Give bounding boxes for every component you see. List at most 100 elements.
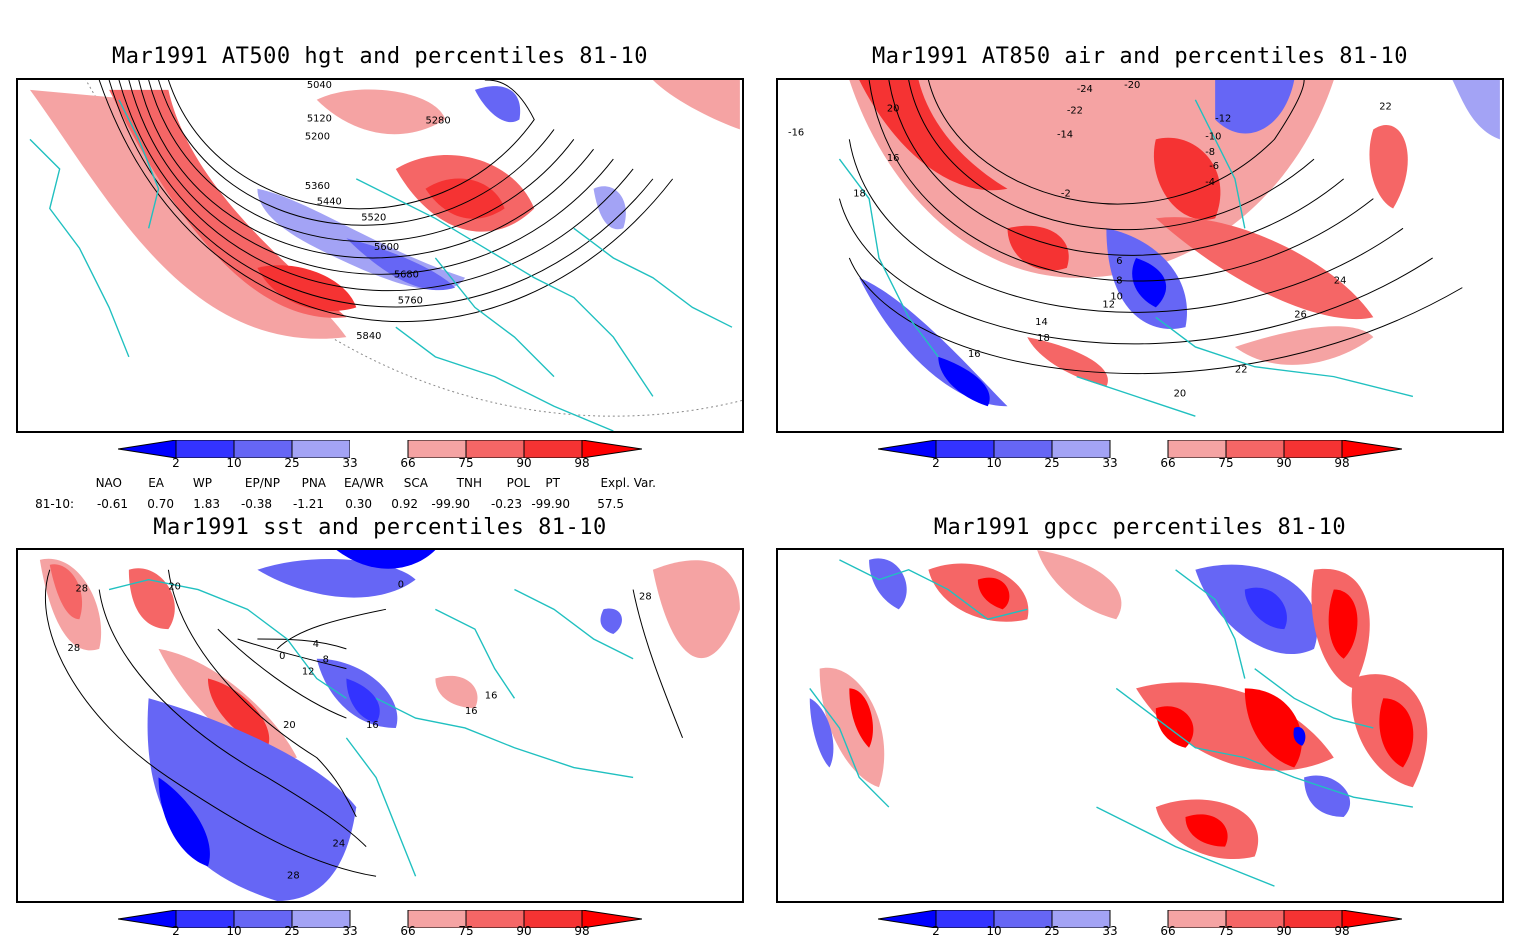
index-header: Expl. Var. — [600, 476, 656, 490]
index-header: TNH — [456, 476, 482, 490]
colorbar-label: 2 — [932, 456, 940, 470]
colorbar-label: 66 — [1160, 456, 1176, 470]
colorbar-label: 10 — [986, 924, 1002, 938]
index-value: -0.61 — [96, 497, 128, 511]
panel-title-hgt500: Mar1991 AT500 hgt and percentiles 81-10 — [111, 44, 649, 69]
colorbar-label: 10 — [226, 924, 242, 938]
colorbar-label: 33 — [1102, 924, 1118, 938]
colorbar-label: 75 — [1218, 456, 1234, 470]
colorbar-label: 98 — [574, 456, 590, 470]
colorbar-right-bottom: 2 10 25 33 66 75 90 98 — [877, 909, 1403, 940]
panel-title-sst: Mar1991 sst and percentiles 81-10 — [153, 515, 607, 540]
contour-label: 22 — [1235, 365, 1248, 376]
contour-label: 5360 — [305, 181, 330, 192]
contour-label: 5600 — [374, 242, 399, 253]
contour-label: -16 — [788, 127, 804, 138]
map-air850: -24 -20 -22 -16 -14 -12 -10 -8 -6 -4 -2 … — [776, 78, 1504, 433]
colorbar-label: 33 — [342, 456, 358, 470]
contour-label: -6 — [1209, 161, 1219, 172]
colorbar-right-bottom-svg — [877, 909, 1403, 929]
colorbar-left-bottom: 2 10 25 33 66 75 90 98 — [117, 909, 643, 940]
map-hgt500: 5040 5120 5200 5280 5360 5440 5520 5600 … — [16, 78, 744, 433]
colorbar-left-top: 2 10 25 33 66 75 90 98 — [117, 439, 643, 476]
index-value: -99.90 — [431, 497, 470, 511]
colorbar-label: 2 — [172, 924, 180, 938]
contour-label: -22 — [1067, 106, 1083, 117]
index-header: NAO — [95, 476, 122, 490]
colorbar-label: 90 — [1276, 456, 1292, 470]
contour-label: 28 — [75, 584, 88, 595]
colorbar-label: 66 — [400, 456, 416, 470]
colorbar-label: 25 — [1044, 456, 1060, 470]
map-gpcc-svg — [809, 550, 1428, 887]
contour-label: 6 — [1116, 256, 1122, 267]
contour-label: 24 — [333, 839, 346, 850]
contour-label: -24 — [1077, 84, 1093, 95]
contour-label: 16 — [366, 720, 379, 731]
map-sst-svg: 28 20 28 0 4 8 12 16 20 24 28 16 16 0 28 — [39, 550, 740, 901]
index-header: EA/WR — [343, 476, 384, 490]
colorbar-label: 33 — [1102, 456, 1118, 470]
contour-label: 28 — [639, 591, 652, 602]
index-value: 1.83 — [193, 497, 220, 511]
contour-label: 14 — [1035, 317, 1048, 328]
contour-label: 28 — [68, 643, 81, 654]
index-value: -99.90 — [531, 497, 570, 511]
index-header: EP/NP — [244, 476, 280, 490]
map-sst: 28 20 28 0 4 8 12 16 20 24 28 16 16 0 28 — [16, 548, 744, 903]
colorbar-label: 75 — [458, 924, 474, 938]
index-value: -0.38 — [240, 497, 272, 511]
contour-label: 8 — [323, 655, 329, 666]
contour-label: -2 — [1061, 189, 1071, 200]
contour-label: 16 — [465, 706, 478, 717]
index-value-row: 81-10: -0.61 0.70 1.83 -0.38 -1.21 0.30 … — [0, 497, 700, 513]
index-header: WP — [192, 476, 212, 490]
contour-label: 8 — [1116, 276, 1122, 287]
colorbar-label: 90 — [516, 924, 532, 938]
contour-label: 5520 — [361, 212, 386, 223]
index-header: PT — [545, 476, 560, 490]
index-value: 0.30 — [345, 497, 372, 511]
map-gpcc — [776, 548, 1504, 903]
colorbar-label: 2 — [172, 456, 180, 470]
contour-label: -8 — [1205, 147, 1215, 158]
colorbar-label: 66 — [1160, 924, 1176, 938]
index-header-row: NAO EA WP EP/NP PNA EA/WR SCA TNH POL PT… — [0, 476, 700, 492]
index-value: 57.5 — [597, 497, 624, 511]
contour-label: 5120 — [307, 114, 332, 125]
contour-label: 0 — [279, 651, 285, 662]
index-value: 0.70 — [147, 497, 174, 511]
contour-label: 5040 — [307, 80, 332, 91]
contour-label: 18 — [853, 189, 866, 200]
colorbar-label: 25 — [1044, 924, 1060, 938]
contour-label: 24 — [1334, 276, 1347, 287]
colorbar-label: 98 — [1334, 456, 1350, 470]
contour-label: -14 — [1057, 129, 1073, 140]
contour-label: 12 — [302, 667, 315, 678]
colorbar-left-bottom-svg — [117, 909, 643, 929]
colorbar-label: 98 — [574, 924, 590, 938]
contour-label: 5760 — [398, 295, 423, 306]
contour-label: -10 — [1205, 131, 1221, 142]
contour-label: 5680 — [394, 270, 419, 281]
contour-label: 5840 — [356, 331, 381, 342]
colorbar-label: 90 — [516, 456, 532, 470]
index-header: EA — [148, 476, 164, 490]
colorbar-label: 25 — [284, 924, 300, 938]
index-value: 0.92 — [391, 497, 418, 511]
contour-label: 18 — [1037, 333, 1050, 344]
contour-label: 5200 — [305, 131, 330, 142]
panel-title-gpcc: Mar1991 gpcc percentiles 81-10 — [933, 515, 1347, 540]
contour-label: 10 — [1110, 291, 1123, 302]
colorbar-left-top-svg — [117, 439, 643, 459]
colorbar-label: 2 — [932, 924, 940, 938]
colorbar-label: 75 — [1218, 924, 1234, 938]
contour-label: -20 — [1124, 80, 1140, 91]
contour-label: 22 — [1379, 102, 1392, 113]
contour-label: 12 — [1102, 299, 1115, 310]
panel-title-air850: Mar1991 AT850 air and percentiles 81-10 — [871, 44, 1409, 69]
index-value: -1.21 — [292, 497, 324, 511]
colorbar-label: 10 — [226, 456, 242, 470]
colorbar-right-top-svg — [877, 439, 1403, 459]
contour-label: 4 — [313, 639, 319, 650]
